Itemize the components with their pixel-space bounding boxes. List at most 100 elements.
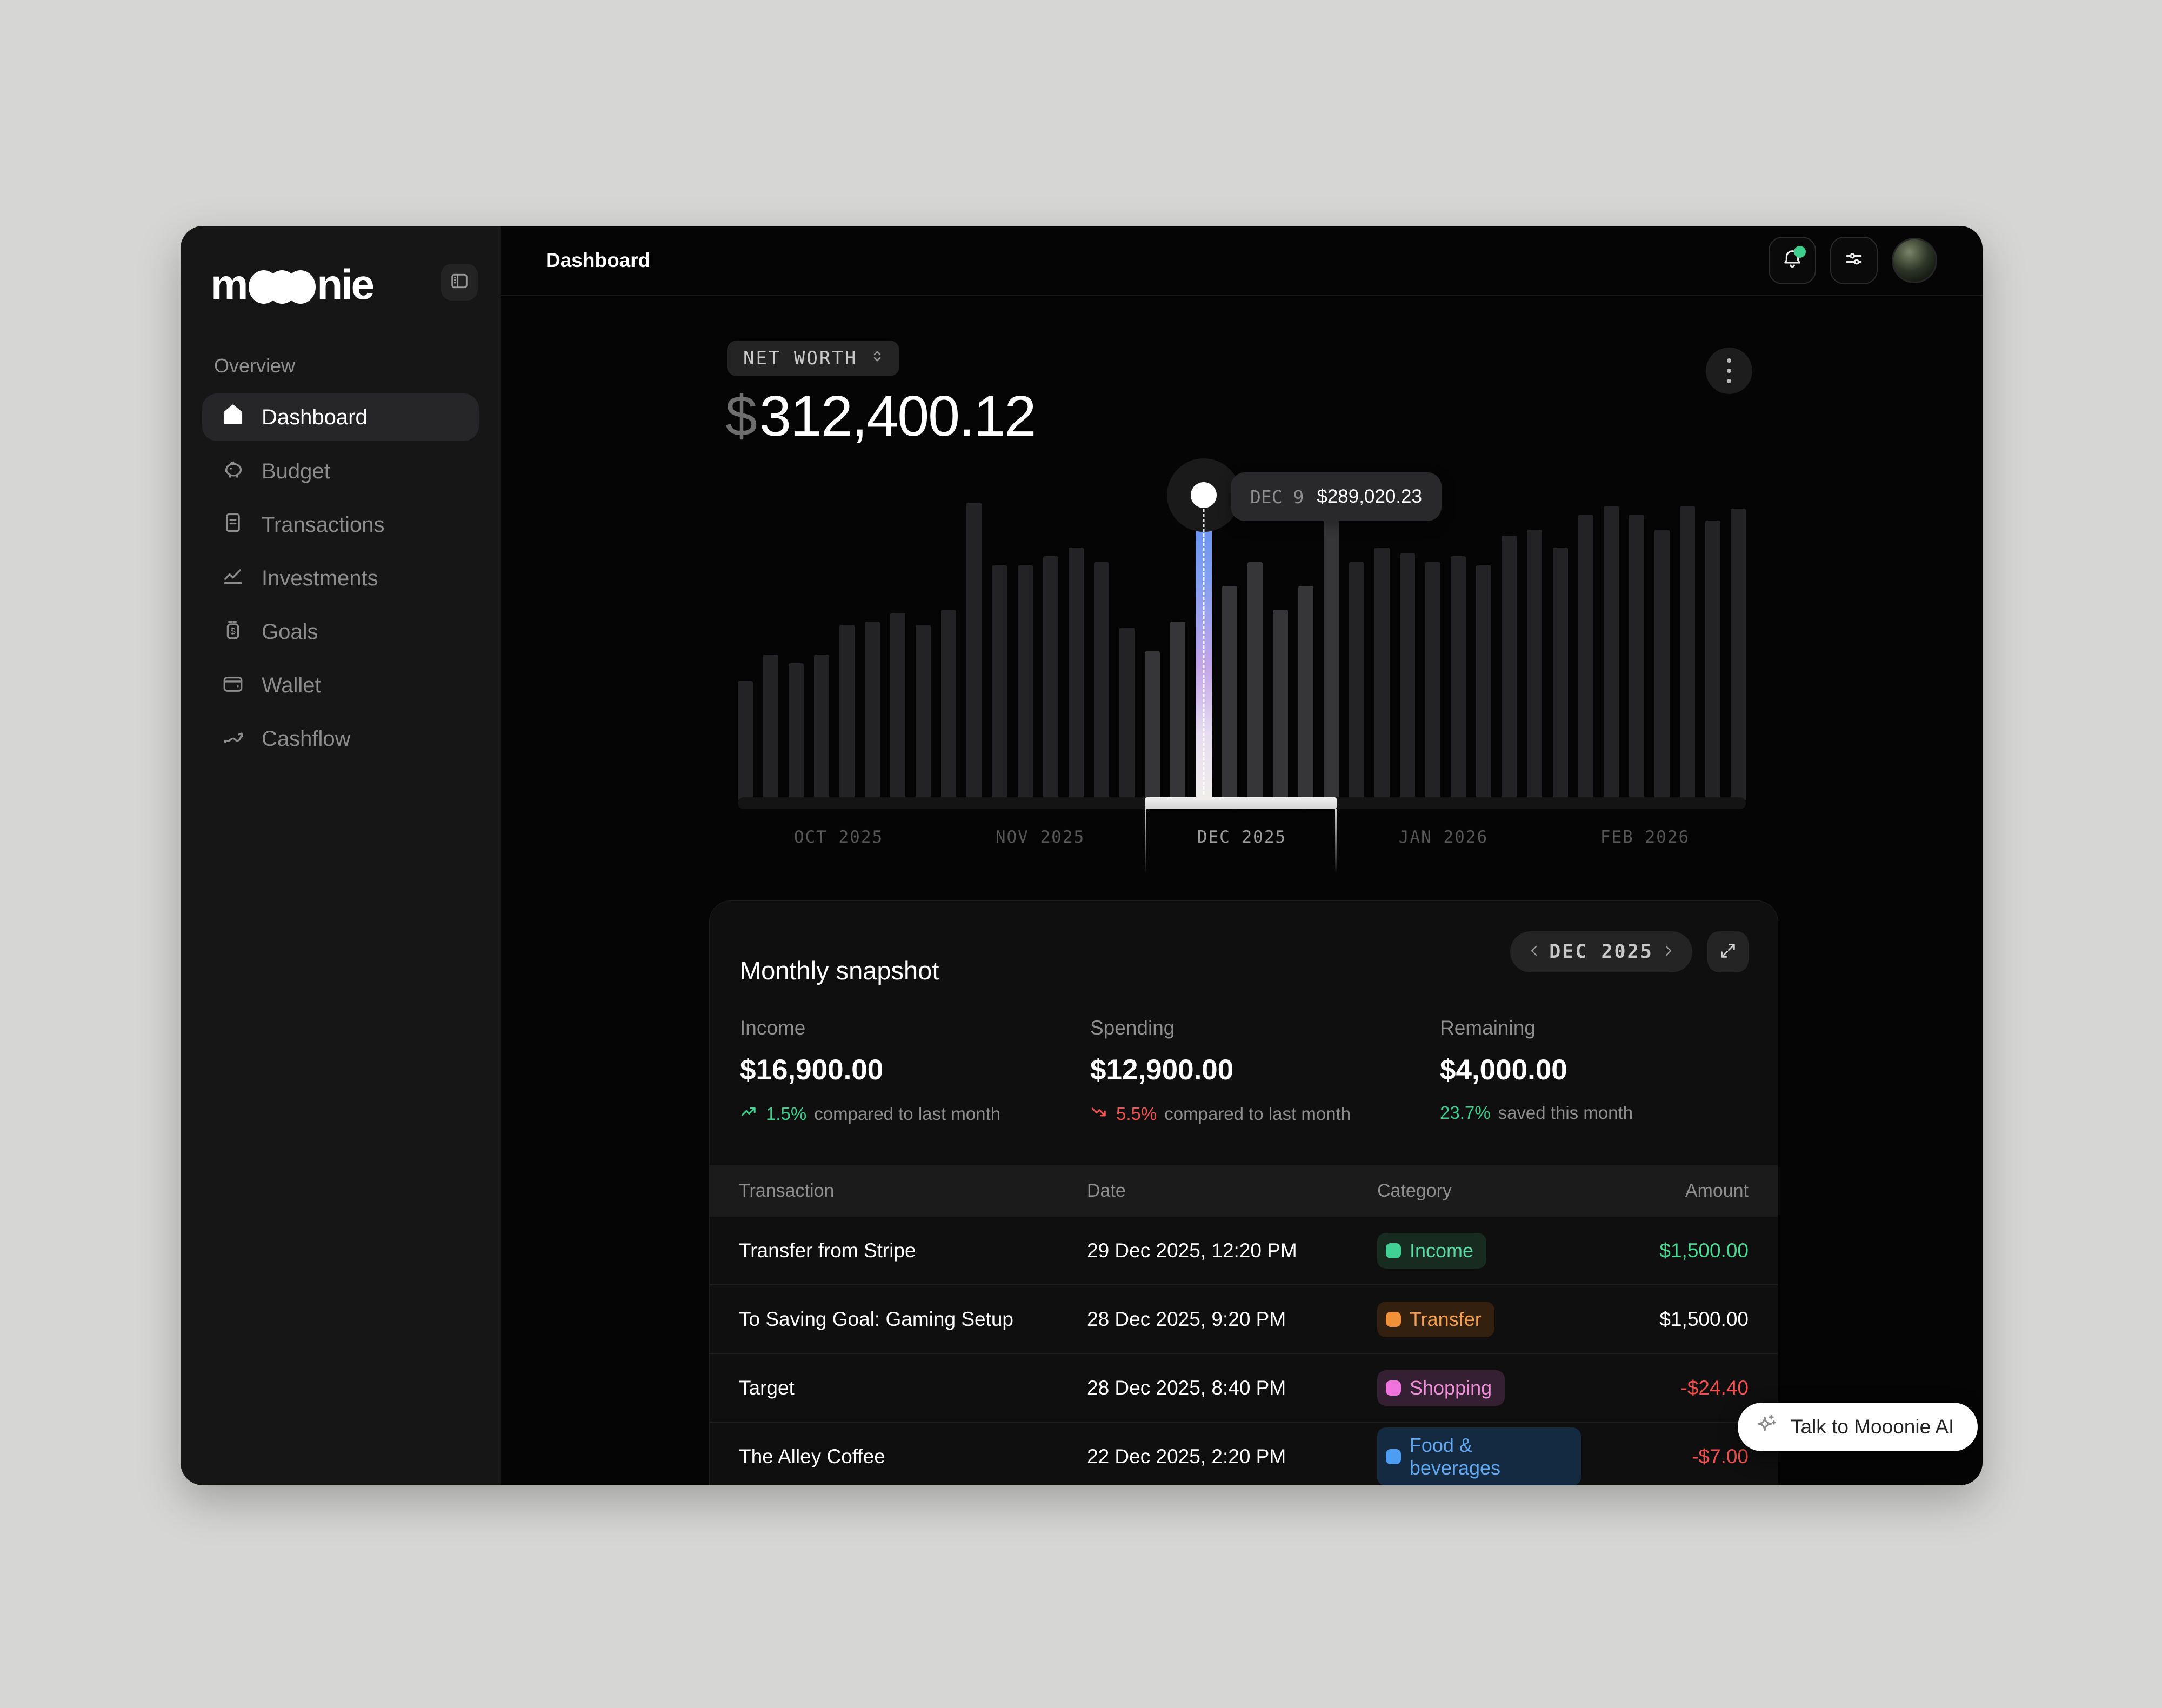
tooltip-value: $289,020.23 (1317, 486, 1422, 507)
category-label: Food & beverages (1409, 1433, 1501, 1479)
notifications-button[interactable] (1769, 236, 1816, 284)
table-row[interactable]: Target 28 Dec 2025, 8:40 PM Shopping -$24.4… (710, 1354, 1778, 1423)
transaction-amount: $1,500.00 (1659, 1239, 1749, 1262)
bar[interactable] (1068, 547, 1084, 800)
bar[interactable] (814, 654, 830, 800)
category-badge[interactable]: Transfer (1377, 1301, 1494, 1337)
bar[interactable] (1552, 547, 1568, 800)
bar[interactable] (1654, 529, 1670, 800)
bar[interactable] (1400, 553, 1416, 800)
bar[interactable] (1043, 556, 1058, 800)
sidebar-item-dashboard[interactable]: Dashboard (202, 393, 479, 441)
talk-to-ai-button[interactable]: Talk to Mooonie AI (1738, 1403, 1978, 1451)
sidebar-item-budget[interactable]: Budget (202, 445, 479, 498)
chevron-left-icon[interactable] (1526, 943, 1543, 962)
transactions-table: Transaction Date Category Amount Transfe… (710, 1165, 1778, 1485)
stat-pct: 1.5% (766, 1104, 807, 1124)
month-label[interactable]: NOV 2025 (995, 828, 1085, 847)
sidebar-item-cashflow[interactable]: Cashflow (202, 712, 479, 766)
bar[interactable] (1527, 529, 1543, 800)
selected-bar[interactable] (1166, 458, 1240, 800)
table-row[interactable]: Transfer from Stripe 29 Dec 2025, 12:20 P… (710, 1217, 1778, 1285)
category-badge[interactable]: Income (1377, 1232, 1487, 1269)
month-axis: OCT 2025 NOV 2025 DEC 2025 JAN 2026 FEB 2026 (738, 820, 1746, 854)
month-label[interactable]: FEB 2026 (1600, 828, 1690, 847)
bar[interactable] (1502, 535, 1517, 800)
table-row[interactable]: The Alley Coffee 22 Dec 2025, 2:20 PM Food… (710, 1423, 1778, 1485)
table-row[interactable]: To Saving Goal: Gaming Setup 28 Dec 2025,… (710, 1285, 1778, 1354)
sidebar-item-transactions[interactable]: Transactions (202, 498, 479, 552)
selected-bar-knob[interactable] (1190, 482, 1217, 508)
timeline-selected-range[interactable] (1145, 797, 1337, 809)
logo-text-nie: nie (317, 260, 375, 308)
transaction-date: 28 Dec 2025, 9:20 PM (1087, 1307, 1286, 1330)
mooonie-logo: m nie (211, 260, 375, 309)
bar[interactable] (1093, 562, 1109, 800)
bar[interactable] (992, 565, 1007, 800)
stat-pct: 5.5% (1116, 1104, 1157, 1124)
bar[interactable] (1222, 586, 1237, 800)
nav-section-label: Overview (214, 355, 296, 377)
bar[interactable] (1272, 610, 1288, 800)
logo-row: m nie (211, 257, 490, 311)
month-switcher: DEC 2025 (1510, 931, 1692, 972)
bar[interactable] (1298, 586, 1314, 800)
sidebar-item-wallet[interactable]: Wallet (202, 659, 479, 712)
transaction-amount: -$7.00 (1692, 1445, 1749, 1467)
bar[interactable] (1425, 562, 1441, 800)
stat-note: compared to last month (814, 1104, 1001, 1124)
sidebar-item-goals[interactable]: $ Goals (202, 605, 479, 659)
chart-menu-button[interactable] (1706, 348, 1752, 394)
bar[interactable] (1578, 515, 1593, 800)
bar[interactable] (941, 610, 957, 800)
tooltip-date: DEC 9 (1250, 486, 1304, 508)
bar[interactable] (1451, 556, 1466, 800)
bar[interactable] (916, 624, 931, 800)
table-body: Transfer from Stripe 29 Dec 2025, 12:20 P… (710, 1217, 1778, 1485)
sidebar-collapse-button[interactable] (441, 264, 478, 301)
bar[interactable] (789, 663, 804, 800)
month-label[interactable]: OCT 2025 (793, 828, 884, 847)
timeline-scrubber[interactable] (738, 797, 1746, 809)
stat-pct: 23.7% (1440, 1103, 1491, 1123)
month-label[interactable]: DEC 2025 (1197, 828, 1287, 847)
bar[interactable] (1247, 562, 1263, 800)
bar[interactable] (1374, 547, 1390, 800)
bar[interactable] (1730, 509, 1746, 800)
bar[interactable] (890, 612, 906, 800)
bar[interactable] (1324, 503, 1339, 800)
chevron-right-icon[interactable] (1660, 943, 1676, 962)
bar[interactable] (738, 681, 753, 800)
bar[interactable] (1349, 562, 1365, 800)
bar[interactable] (865, 622, 880, 800)
bar[interactable] (1679, 505, 1695, 800)
expand-button[interactable] (1707, 931, 1749, 972)
stats-row: Income $16,900.00 1.5% compared to last … (740, 1017, 1748, 1125)
savings-jar-icon: $ (221, 617, 245, 648)
month-label[interactable]: JAN 2026 (1398, 828, 1489, 847)
bar[interactable] (839, 624, 855, 800)
category-label: Shopping (1410, 1376, 1492, 1399)
user-avatar[interactable] (1892, 237, 1937, 283)
sidebar-item-investments[interactable]: Investments (202, 552, 479, 605)
bar[interactable] (1017, 565, 1033, 800)
transaction-date: 28 Dec 2025, 8:40 PM (1087, 1376, 1286, 1399)
app-window: m nie Overview D (181, 226, 1983, 1485)
bar[interactable] (1629, 515, 1644, 800)
transaction-date: 22 Dec 2025, 2:20 PM (1087, 1445, 1286, 1467)
metric-selector[interactable]: NET WORTH (727, 341, 900, 376)
bar[interactable] (1119, 628, 1135, 800)
category-badge[interactable]: Food & beverages (1377, 1427, 1581, 1485)
bar[interactable] (1705, 521, 1720, 800)
bar[interactable] (1144, 651, 1160, 800)
bar[interactable] (763, 654, 779, 800)
category-badge[interactable]: Shopping (1377, 1370, 1505, 1406)
preferences-button[interactable] (1830, 236, 1878, 284)
stat-remaining: Remaining $4,000.00 23.7% saved this mon… (1440, 1017, 1633, 1123)
transaction-name: The Alley Coffee (739, 1445, 885, 1467)
bar[interactable] (1170, 622, 1185, 800)
bar[interactable] (1603, 505, 1619, 800)
sidebar-nav: Overview Dashboard Budget (202, 355, 479, 766)
bar[interactable] (966, 503, 982, 800)
bar[interactable] (1476, 565, 1492, 800)
